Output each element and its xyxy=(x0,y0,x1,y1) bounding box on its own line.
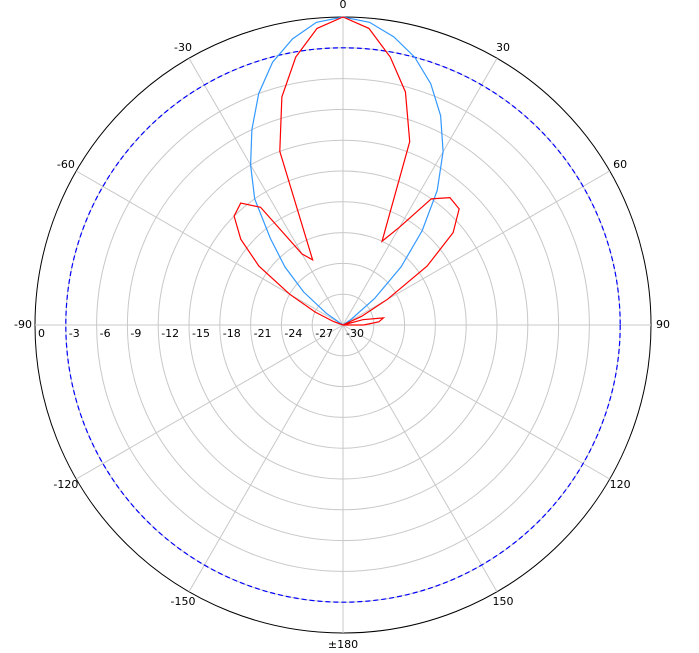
angle-tick-label: 30 xyxy=(496,41,510,54)
angle-tick-label: -90 xyxy=(14,318,32,331)
radial-tick-label: -18 xyxy=(223,327,241,340)
angle-tick-label: -120 xyxy=(53,478,78,491)
radial-tick-label: -21 xyxy=(254,327,272,340)
grid-spoke xyxy=(342,324,610,480)
grid-spoke xyxy=(76,170,344,326)
angle-tick-label: 150 xyxy=(493,595,514,608)
radial-tick-label: 0 xyxy=(38,327,45,340)
grid-spoke xyxy=(342,324,498,592)
angle-tick-label: 0 xyxy=(340,0,347,11)
angle-tick-label: 60 xyxy=(613,158,627,171)
angle-tick-label: 90 xyxy=(656,318,670,331)
angle-tick-label: -60 xyxy=(57,158,75,171)
radial-tick-label: -27 xyxy=(315,327,333,340)
radial-tick-label: -15 xyxy=(192,327,210,340)
reference-circle xyxy=(65,47,621,603)
angle-tick-label: 120 xyxy=(610,478,631,491)
radial-tick-label: -12 xyxy=(161,327,179,340)
radial-tick-label: -3 xyxy=(69,327,80,340)
angle-tick-label: -150 xyxy=(171,595,196,608)
series-line xyxy=(233,16,460,326)
radial-tick-label: -24 xyxy=(284,327,302,340)
grid-spoke xyxy=(188,324,344,592)
grid-spoke xyxy=(342,58,498,326)
angle-tick-label: ±180 xyxy=(328,638,358,651)
radial-tick-label: -9 xyxy=(130,327,141,340)
radial-tick-label: -6 xyxy=(100,327,111,340)
grid-spoke xyxy=(76,324,344,480)
grid-spoke xyxy=(188,58,344,326)
angle-tick-label: -30 xyxy=(174,41,192,54)
radial-tick-label: -30 xyxy=(346,327,364,340)
